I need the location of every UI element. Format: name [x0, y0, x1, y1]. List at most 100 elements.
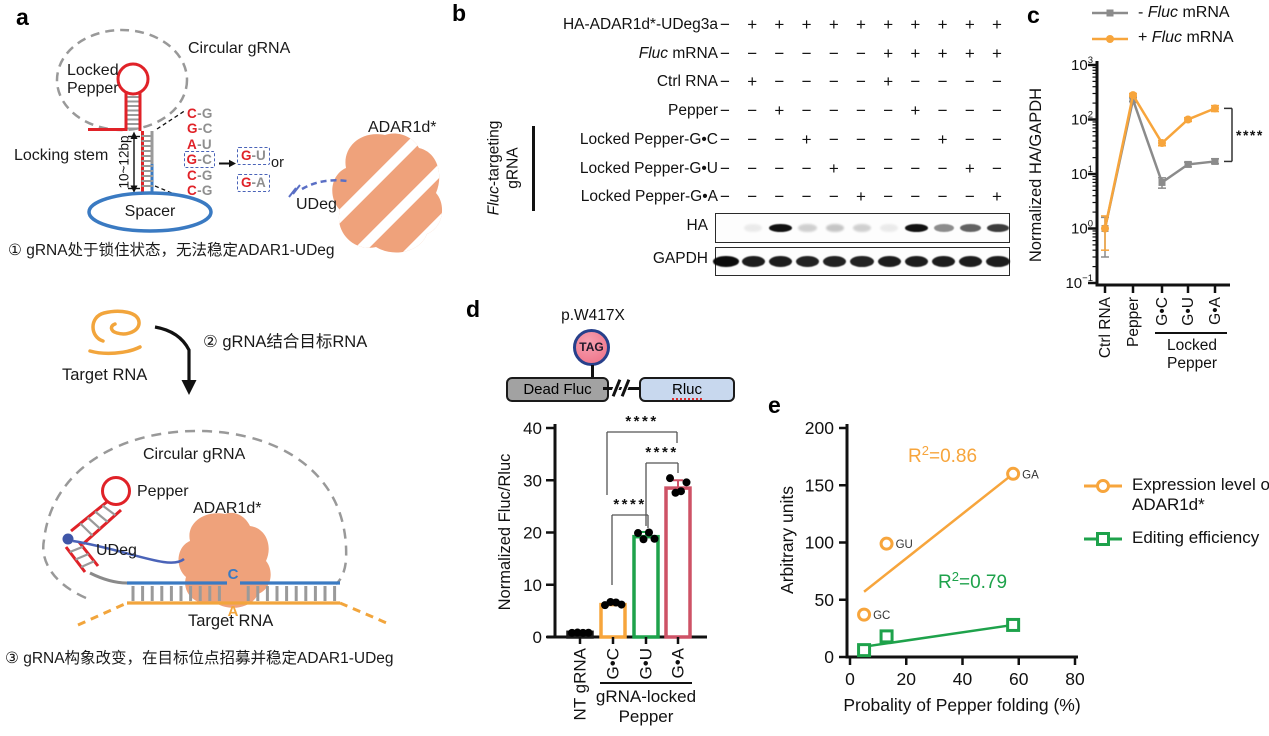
- panel-b-letter: b: [452, 0, 467, 26]
- rluc-box: Rluc: [639, 377, 735, 402]
- blot-band: [712, 256, 740, 267]
- udeg-label-bottom: UDeg: [96, 542, 137, 559]
- dose-symbol: +: [992, 15, 1002, 34]
- svg-text:60: 60: [1009, 669, 1029, 689]
- dose-symbol: −: [801, 72, 812, 92]
- target-rna-label-bottom: Target RNA: [188, 612, 274, 630]
- svg-text:Arbitrary units: Arbitrary units: [777, 486, 797, 594]
- blot-band: [904, 256, 929, 267]
- base-pair: C-G: [187, 106, 213, 121]
- dose-symbol: +: [828, 158, 839, 178]
- svg-text:GA: GA: [1022, 469, 1039, 481]
- dose-symbol: −: [883, 158, 894, 178]
- svg-text:Probality of Pepper folding (%: Probality of Pepper folding (%): [843, 695, 1080, 715]
- step3-caption: ③ gRNA构象改变，在目标位点招募并稳定ADAR1-UDeg: [5, 650, 394, 667]
- base-pair: A-U: [187, 136, 212, 152]
- dose-symbol: −: [747, 43, 758, 63]
- condition-row-label: Pepper: [668, 102, 718, 120]
- locked-pepper-label: Locked Pepper: [67, 62, 119, 98]
- or-label: or: [271, 155, 284, 171]
- legend-label: + Fluc mRNA: [1138, 29, 1234, 47]
- blot-label: GAPDH: [652, 250, 708, 267]
- svg-text:Pepper: Pepper: [619, 707, 674, 726]
- svg-text:102: 102: [1071, 110, 1093, 129]
- svg-text:R2=0.79: R2=0.79: [938, 569, 1007, 593]
- udeg-label-top: UDeg: [296, 196, 337, 213]
- panel-a-diagram: C A: [42, 28, 443, 627]
- svg-text:****: ****: [613, 496, 646, 513]
- svg-text:0: 0: [824, 647, 834, 667]
- panel-e: e 0 20 40 60 80 0 50 100 150 200 Probality of Pepp…: [760, 380, 1269, 736]
- blot-band: [960, 224, 982, 232]
- dose-symbol: −: [747, 158, 758, 178]
- svg-text:Locked: Locked: [1167, 337, 1217, 354]
- blot-band: [904, 224, 929, 232]
- dose-symbol: −: [856, 101, 866, 121]
- blot-band: [825, 224, 845, 232]
- svg-text:GU: GU: [896, 539, 913, 551]
- legend-label: - Fluc mRNA: [1138, 4, 1230, 21]
- dose-symbol: +: [964, 15, 975, 34]
- adar-label-bottom: ADAR1d*: [193, 500, 262, 517]
- target-rna-label-mid: Target RNA: [62, 366, 148, 384]
- dose-symbol: −: [774, 158, 785, 178]
- svg-text:gRNA-locked: gRNA-locked: [596, 687, 696, 706]
- svg-text:NT gRNA: NT gRNA: [571, 647, 590, 720]
- dose-symbol: −: [937, 101, 948, 121]
- adar-label-top: ADAR1d*: [368, 119, 437, 136]
- svg-text:80: 80: [1065, 669, 1085, 689]
- svg-text:G•U: G•U: [637, 648, 656, 679]
- dose-symbol: −: [856, 129, 866, 149]
- blot-band: [877, 256, 901, 267]
- circular-grna-label-bottom: Circular gRNA: [143, 446, 246, 463]
- dose-symbol: −: [883, 187, 894, 207]
- mutation-option-gu: G-U: [237, 147, 270, 165]
- dose-symbol: +: [937, 129, 948, 149]
- base-pair: G-C: [187, 121, 213, 137]
- dose-symbol: +: [828, 15, 839, 34]
- dose-symbol: +: [883, 15, 894, 34]
- panel-c: c - Fluc mRNA + Fluc mRNA 103 102 101 100 10−…: [1005, 0, 1269, 420]
- dose-symbol: −: [720, 101, 730, 121]
- dose-symbol: +: [964, 158, 975, 178]
- base-pair: G-C: [183, 151, 216, 169]
- dose-symbol: +: [883, 72, 894, 92]
- spacer-label: Spacer: [124, 203, 176, 220]
- blot-strip: [712, 247, 1010, 276]
- legend-entry: Editing efficiency: [1082, 528, 1269, 548]
- dose-symbol: −: [910, 187, 921, 207]
- base-pair: C-G: [187, 182, 213, 198]
- blot-band: [880, 224, 898, 232]
- dose-symbol: +: [910, 101, 921, 121]
- svg-text:Normalized Fluc/Rluc: Normalized Fluc/Rluc: [496, 454, 514, 611]
- dose-symbol: −: [910, 158, 921, 178]
- base-pair-list: C-G G-C A-U G-C C-G C-G: [183, 106, 216, 198]
- dose-symbol: −: [828, 187, 839, 207]
- dose-symbol: −: [828, 101, 839, 121]
- chart-e-legend: Expression level of ADAR1d* Editing effici…: [1082, 475, 1269, 562]
- svg-text:****: ****: [1236, 127, 1264, 143]
- svg-text:Pepper: Pepper: [1125, 297, 1142, 347]
- chart-e: 0 20 40 60 80 0 50 100 150 200 Probality of Pepper…: [760, 380, 1269, 736]
- dose-symbol: +: [910, 15, 921, 34]
- dose-symbol: −: [937, 187, 948, 207]
- blot-band: [931, 256, 956, 267]
- locking-stem-label: Locking stem: [14, 147, 109, 164]
- step2-caption: ② gRNA结合目标RNA: [203, 333, 368, 351]
- dose-symbol: +: [910, 43, 921, 63]
- dose-symbol: −: [856, 72, 866, 92]
- svg-text:G•A: G•A: [669, 647, 688, 678]
- dose-symbol: +: [774, 15, 785, 34]
- blot-band: [986, 256, 1010, 267]
- dose-symbol: −: [747, 129, 758, 149]
- dose-symbol: −: [964, 129, 975, 149]
- dose-symbol: −: [883, 129, 894, 149]
- dose-symbol: +: [747, 15, 758, 34]
- codon-connector-line: [590, 365, 594, 378]
- dose-symbol: −: [964, 187, 975, 207]
- dose-symbol: −: [937, 72, 948, 92]
- svg-text:50: 50: [815, 590, 835, 610]
- blot-band: [744, 224, 762, 232]
- condition-row-label: Fluc mRNA: [638, 44, 718, 62]
- legend-entry: - Fluc mRNA: [1090, 4, 1234, 22]
